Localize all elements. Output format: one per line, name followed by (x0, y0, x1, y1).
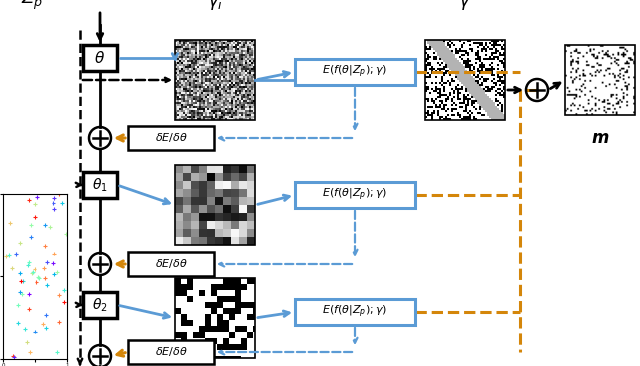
Bar (175, 165, 255, 245)
Bar (128, 252, 214, 276)
Bar (83, 292, 117, 318)
Bar (83, 172, 117, 198)
Text: $\theta$: $\theta$ (95, 50, 106, 66)
Text: $\delta E/\delta\theta$: $\delta E/\delta\theta$ (154, 131, 188, 145)
Bar (175, 40, 255, 120)
Bar (128, 126, 214, 150)
Text: $Z_p$: $Z_p$ (21, 0, 43, 12)
Text: $\gamma_i$: $\gamma_i$ (207, 0, 223, 12)
Bar (425, 40, 505, 120)
Bar (295, 182, 415, 208)
Bar (295, 59, 415, 85)
Bar (565, 45, 635, 115)
Bar (83, 45, 117, 71)
Text: $\boldsymbol{m}$: $\boldsymbol{m}$ (591, 129, 609, 147)
Bar (295, 299, 415, 325)
Text: $\gamma$: $\gamma$ (458, 0, 472, 12)
Text: $\delta E/\delta\theta$: $\delta E/\delta\theta$ (154, 258, 188, 270)
Text: $\delta E/\delta\theta$: $\delta E/\delta\theta$ (154, 346, 188, 359)
Text: $\theta_2$: $\theta_2$ (92, 296, 108, 314)
Bar (128, 340, 214, 364)
Text: $\theta_1$: $\theta_1$ (92, 176, 108, 194)
Bar (175, 278, 255, 358)
Text: $E(f(\theta|Z_p);\gamma)$: $E(f(\theta|Z_p);\gamma)$ (323, 64, 388, 80)
Text: $E(f(\theta|Z_p);\gamma)$: $E(f(\theta|Z_p);\gamma)$ (323, 187, 388, 203)
Text: $E(f(\theta|Z_p);\gamma)$: $E(f(\theta|Z_p);\gamma)$ (323, 304, 388, 320)
